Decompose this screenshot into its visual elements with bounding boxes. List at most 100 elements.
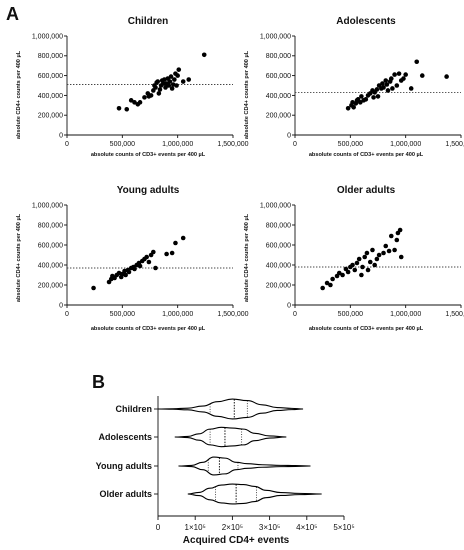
data-point <box>362 254 368 260</box>
data-point <box>385 88 391 93</box>
x-axis-label: absolute counts of CD3+ events per 400 µ… <box>91 326 206 332</box>
data-point <box>444 74 449 79</box>
data-point <box>354 260 360 266</box>
y-tick-label: 0 <box>287 302 291 309</box>
data-point <box>169 250 175 256</box>
violin-category-label: Adolescents <box>98 432 152 442</box>
data-point <box>398 254 404 260</box>
data-point <box>414 59 420 65</box>
data-point <box>359 272 364 278</box>
data-point <box>126 269 132 275</box>
data-point <box>128 98 134 103</box>
data-point <box>175 73 180 78</box>
violin-shape <box>187 483 323 505</box>
y-tick-label: 400,000 <box>266 93 291 100</box>
data-point <box>380 81 385 86</box>
data-point <box>186 77 192 82</box>
panel-label-a: A <box>6 4 19 24</box>
data-point <box>384 82 390 87</box>
y-tick-label: 200,000 <box>38 113 63 120</box>
data-point <box>157 87 163 92</box>
x-tick-label: 0 <box>65 141 69 148</box>
data-point <box>137 100 143 105</box>
data-point <box>137 263 143 269</box>
data-point <box>166 83 172 88</box>
data-point <box>397 227 403 233</box>
violin-x-tick-label: 1×10⁵ <box>185 523 206 532</box>
y-tick-label: 1,000,000 <box>260 33 291 40</box>
data-point <box>352 267 358 273</box>
data-point <box>364 250 370 256</box>
violin-x-tick-label: 3×10⁵ <box>259 523 280 532</box>
data-point <box>388 233 394 239</box>
chart-title-children: Children <box>128 16 169 27</box>
y-tick-label: 200,000 <box>266 282 291 289</box>
y-tick-label: 600,000 <box>38 73 63 80</box>
y-tick-label: 1,000,000 <box>32 33 63 40</box>
violin-shape <box>174 426 287 448</box>
data-point <box>340 272 345 278</box>
plot-area-older-adults: 0 200,000 400,000 600,000 800,000 1,000,000 0 5… <box>260 202 464 318</box>
y-tick-label: 600,000 <box>266 73 291 80</box>
data-point <box>155 79 161 84</box>
y-tick-label: 600,000 <box>38 242 63 249</box>
data-point <box>153 265 158 271</box>
data-point <box>172 77 177 82</box>
data-point <box>383 78 389 83</box>
data-point <box>116 105 122 111</box>
data-point <box>124 106 130 112</box>
data-point <box>392 247 397 253</box>
data-point <box>176 67 182 72</box>
x-tick-label: 500,000 <box>338 311 363 318</box>
plot-area-children: 0 200,000 400,000 600,000 800,000 1,000,000 0 5… <box>32 33 249 148</box>
y-tick-label: 1,000,000 <box>260 202 291 209</box>
data-point <box>351 104 356 110</box>
y-tick-label: 600,000 <box>266 242 291 249</box>
data-point <box>381 85 386 90</box>
scatter-panel-children: Children 0 200,000 400,000 600,000 800,000 1,… <box>16 16 249 158</box>
data-point <box>394 237 400 243</box>
violin-x-axis-label: Acquired CD4+ events <box>183 535 290 546</box>
data-point <box>372 262 377 268</box>
x-axis-label: absolute counts of CD3+ events per 400 µ… <box>309 326 424 332</box>
data-point <box>320 285 325 291</box>
data-point <box>388 76 394 81</box>
data-point <box>148 93 154 98</box>
x-tick-label: 1,000,000 <box>162 141 193 148</box>
chart-title-older-adults: Older adults <box>337 185 396 196</box>
y-tick-label: 800,000 <box>266 53 291 60</box>
data-point <box>173 240 178 246</box>
y-tick-label: 400,000 <box>38 93 63 100</box>
y-tick-label: 0 <box>287 132 291 139</box>
data-point <box>363 97 369 102</box>
data-point <box>408 86 414 91</box>
y-tick-label: 800,000 <box>38 53 63 60</box>
violin-category-label: Older adults <box>99 489 152 499</box>
x-tick-label: 1,500,000 <box>445 141 464 148</box>
data-point <box>357 100 363 105</box>
violin-panel: 0 1×10⁵ 2×10⁵ 3×10⁵ 4×10⁵ 5×10⁵ Children Adoles… <box>96 396 355 546</box>
data-point <box>392 72 397 77</box>
data-point <box>153 85 158 90</box>
data-point <box>132 100 137 105</box>
panel-label-b: B <box>92 372 105 392</box>
data-point <box>330 276 335 282</box>
data-point <box>336 270 342 276</box>
data-point <box>390 86 395 91</box>
y-tick-label: 200,000 <box>266 113 291 120</box>
x-tick-label: 1,500,000 <box>445 311 464 318</box>
violin-category-label: Children <box>115 404 152 414</box>
x-tick-label: 1,000,000 <box>162 311 193 318</box>
data-point <box>201 52 207 58</box>
data-point <box>123 272 128 278</box>
data-point <box>146 259 152 265</box>
data-point <box>367 259 373 265</box>
data-point <box>396 71 402 76</box>
data-point <box>91 285 96 291</box>
data-point <box>144 254 149 260</box>
x-tick-label: 500,000 <box>110 141 135 148</box>
data-point <box>350 262 355 268</box>
violin-x-tick-label: 5×10⁵ <box>333 523 354 532</box>
data-point <box>403 72 408 77</box>
